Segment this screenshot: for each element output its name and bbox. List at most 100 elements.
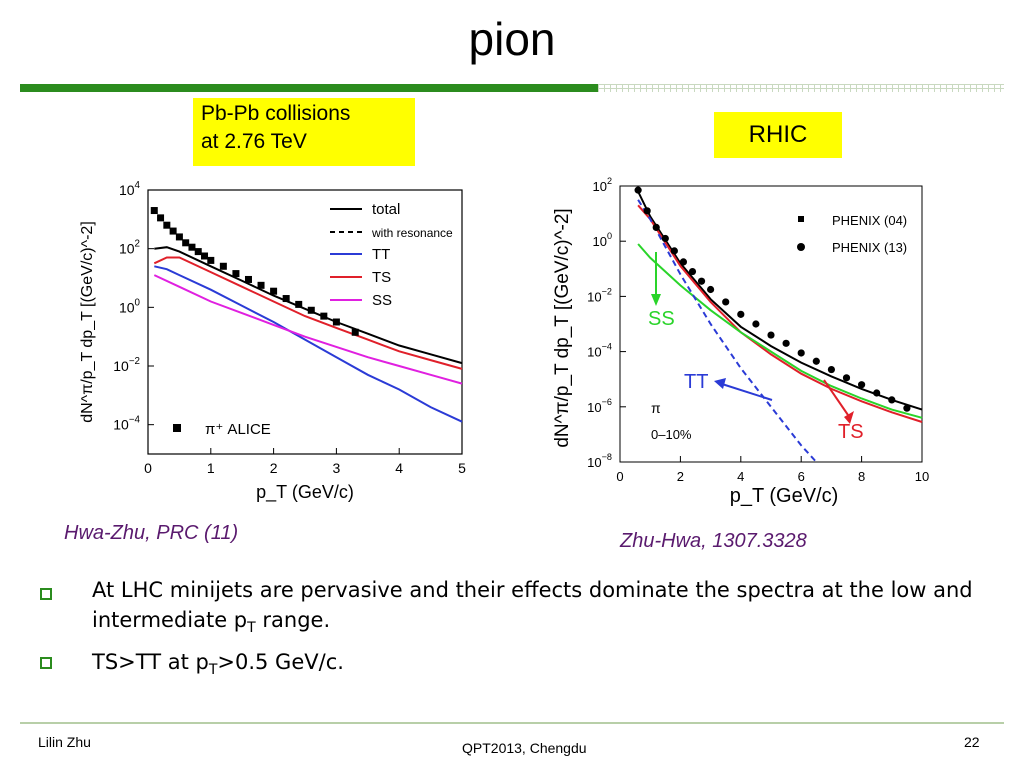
data-point [782, 339, 790, 347]
data-point [688, 267, 697, 276]
x-tick-label: 2 [677, 469, 684, 484]
tt-arrowhead [714, 378, 726, 389]
bullet-marker [40, 657, 52, 669]
data-point [157, 214, 165, 222]
pbpb-label-line2: at 2.76 TeV [201, 130, 307, 153]
footer-rule [20, 722, 1004, 724]
bullet-text-2-sub: T [208, 662, 218, 679]
y-axis-label-right: dN^π/p_T dp_T [(GeV/c)^-2] [552, 208, 573, 447]
alice-marker-legend [173, 424, 181, 432]
pbpb-label-line1: Pb-Pb collisions [201, 102, 351, 125]
data-point [888, 396, 896, 404]
data-point [307, 306, 315, 314]
x-tick-label: 0 [616, 469, 623, 484]
data-point [661, 234, 669, 243]
data-point [737, 310, 745, 318]
legend-phenix04: PHENIX (04) [832, 213, 907, 228]
y-tick-label: 100 [592, 231, 612, 249]
bullet-text-2-tail: >0.5 GeV/c. [217, 650, 344, 674]
data-point [219, 262, 227, 270]
bullet-marker [40, 588, 52, 600]
data-point [827, 365, 835, 374]
data-point [244, 275, 252, 283]
data-point [207, 256, 215, 264]
data-point [797, 349, 805, 357]
title-rule-pattern [598, 84, 1004, 92]
data-point [332, 318, 340, 326]
ts-arrowhead [844, 411, 854, 424]
tt-arrow [721, 383, 773, 401]
footer-conference: QPT2013, Chengdu [462, 740, 587, 756]
y-tick-label: 10−4 [587, 342, 612, 360]
data-point [652, 223, 660, 231]
data-point [643, 207, 651, 215]
series-line-total [154, 246, 463, 365]
y-tick-label: 102 [119, 239, 140, 257]
data-point [722, 298, 730, 306]
data-point [812, 357, 820, 365]
bullet-text-2: TS>TT at pT>0.5 GeV/c. [92, 647, 344, 685]
x-tick-label: 5 [458, 460, 466, 476]
bullet-text-1-tail: range. [255, 608, 331, 632]
bullet-text-1: At LHC minijets are pervasive and their … [92, 575, 992, 643]
x-tick-label: 8 [858, 469, 865, 484]
footer-author: Lilin Zhu [38, 734, 91, 750]
data-point [842, 374, 851, 382]
alice-chart: 0 1 2 3 4 5 104 102 100 10−2 10−4 total with reson… [79, 180, 466, 503]
ss-arrowhead [651, 294, 661, 306]
footer-page-number: 22 [964, 734, 980, 750]
data-point [697, 277, 706, 285]
x-tick-label: 2 [270, 460, 278, 476]
bullet-text-2-main: TS>TT at p [92, 650, 209, 674]
y-tick-label: 102 [592, 176, 612, 194]
alice-data-label: π⁺ ALICE [205, 421, 271, 438]
phenix-chart: 0 2 4 6 8 10 102 100 10−2 10−4 10−6 10−8 PHENIX (04… [552, 176, 929, 507]
data-point [295, 300, 303, 308]
data-point [670, 247, 678, 255]
data-point [752, 320, 760, 328]
legend-total: total [372, 201, 400, 218]
legend-marker-phenix13 [797, 243, 805, 251]
citation-right: Zhu-Hwa, 1307.3328 [620, 530, 807, 553]
slide-title: pion [468, 13, 556, 65]
y-tick-label: 10−6 [587, 397, 612, 415]
alice-chart-panel: 0 1 2 3 4 5 104 102 100 10−2 10−4 total with reson… [62, 180, 484, 510]
ts-arrow [823, 379, 849, 416]
data-point [270, 287, 278, 295]
data-point [232, 270, 240, 278]
data-point [257, 281, 265, 289]
centrality-label: 0–10% [651, 427, 692, 442]
citation-left: Hwa-Zhu, PRC (11) [64, 522, 239, 544]
data-point [182, 239, 190, 247]
y-tick-label: 10−2 [113, 356, 140, 374]
data-point [903, 404, 911, 412]
tt-annotation: TT [684, 371, 708, 393]
y-tick-label: 10−8 [587, 452, 612, 470]
citation-right-arxiv: 1307.3328 [712, 530, 807, 552]
data-point [188, 243, 196, 251]
y-axis-label-left: dN^π/p_T dp_T [(GeV/c)^-2] [79, 221, 96, 423]
data-point [282, 295, 290, 303]
legend-ss: SS [372, 292, 392, 309]
data-point [201, 252, 209, 260]
x-tick-label: 0 [144, 460, 152, 476]
legend-phenix13: PHENIX (13) [832, 240, 907, 255]
particle-label: π [651, 400, 661, 416]
bullet-text-1-sub: T [247, 620, 256, 637]
data-point [707, 285, 715, 294]
series-line-ts [153, 256, 463, 370]
series-line-total [637, 191, 923, 411]
rhic-label-box: RHIC [714, 112, 842, 158]
data-point [351, 328, 359, 336]
series-line-tt [154, 265, 463, 423]
data-point [767, 331, 775, 339]
legend-with-resonance: with resonance [371, 226, 453, 240]
legend-tt: TT [372, 246, 390, 263]
y-tick-label: 10−2 [587, 286, 612, 304]
ts-annotation: TS [838, 421, 864, 443]
x-tick-label: 4 [395, 460, 403, 476]
data-point [679, 258, 688, 266]
plot-frame [147, 189, 463, 455]
y-tick-label: 10−4 [113, 415, 140, 433]
series-line-ss [637, 243, 923, 419]
